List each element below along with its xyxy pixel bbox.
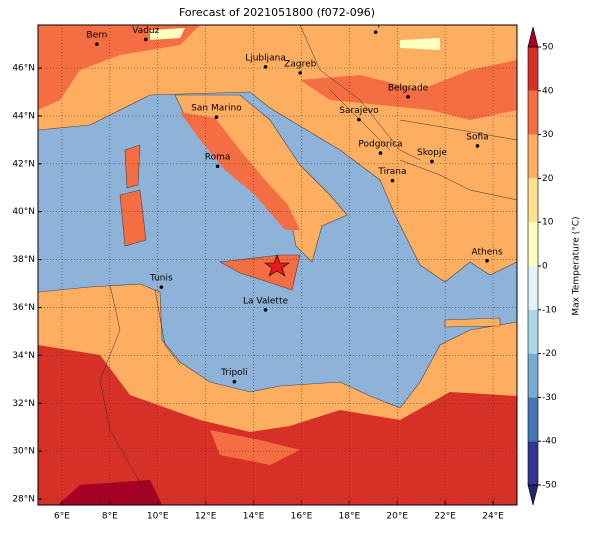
city-dot (406, 95, 410, 99)
city-label: Bern (86, 31, 107, 41)
x-tick-label: 20°E (386, 512, 408, 522)
map-title: Forecast of 2021051800 (f072-096) (179, 6, 375, 19)
city-dot (390, 178, 395, 183)
x-tick-label: 24°E (482, 512, 504, 522)
city-label: Belgrade (388, 83, 429, 93)
colorbar-over (527, 26, 539, 48)
x-tick-label: 14°E (243, 512, 265, 522)
city-label: Ljubljana (245, 53, 286, 63)
city-label: Roma (205, 153, 231, 163)
city-label: Zagreb (284, 59, 316, 69)
x-tick-label: 18°E (339, 512, 361, 522)
city-dot (378, 151, 383, 155)
warm-area (210, 430, 300, 465)
city-dot (263, 65, 268, 69)
city-dot (373, 30, 378, 34)
colorbar-bin (528, 47, 538, 91)
x-tick-label: 10°E (147, 512, 169, 522)
colorbar-tick-label: -20 (542, 349, 557, 359)
sardinia (119, 189, 147, 247)
colorbar-bin (528, 222, 538, 266)
y-tick-label: 44°N (12, 111, 35, 121)
y-tick-label: 38°N (12, 255, 35, 265)
colorbar-tick-label: -40 (542, 437, 557, 447)
warm-area (38, 25, 200, 110)
y-tick-label: 46°N (12, 64, 35, 74)
colorbar-bin (528, 178, 538, 223)
colorbar-bin (528, 397, 538, 442)
city-label: Skopje (417, 148, 447, 158)
border (99, 25, 517, 501)
city-dot (214, 115, 219, 119)
x-tick-label: 6°E (54, 512, 70, 522)
x-tick-label: 12°E (195, 512, 217, 522)
colorbar-bin (528, 353, 538, 398)
corsica (124, 144, 141, 189)
city-label: Sarajevo (339, 106, 379, 116)
y-tick-label: 36°N (12, 303, 35, 313)
colorbar-label: Max Temperature (°C) (572, 216, 582, 315)
city-label: La Valette (243, 296, 288, 306)
colorbar-tick-label: 40 (542, 86, 554, 96)
city-label: Athens (471, 247, 502, 257)
colorbar-bin (528, 134, 538, 179)
city-label: Tirana (377, 167, 406, 177)
y-tick-label: 30°N (12, 447, 35, 457)
star-marker (264, 254, 290, 277)
colorbar-under (527, 484, 539, 506)
y-tick-label: 34°N (12, 351, 35, 361)
colorbar-tick-label: 0 (542, 262, 548, 272)
city-dot (159, 285, 164, 289)
colorbar-tick-label: 20 (542, 174, 554, 184)
colorbar-tick-label: 30 (542, 130, 554, 140)
city-dot (430, 159, 434, 164)
city-dot (143, 37, 148, 42)
y-tick-label: 32°N (12, 399, 35, 409)
colorbar-tick-label: 50 (542, 43, 554, 53)
very-hot-area (58, 480, 162, 505)
colorbar-tick-label: -10 (542, 305, 557, 315)
city-dot (215, 164, 220, 169)
colorbar-tick-label: -30 (542, 393, 557, 403)
city-label: San Marino (191, 104, 242, 114)
city-dot (232, 379, 237, 384)
city-label: Tunis (149, 274, 173, 284)
city-dot (485, 259, 489, 263)
city-label: Budapest (354, 19, 397, 29)
city-dot (263, 308, 268, 312)
colorbar-bin (528, 441, 538, 485)
map-frame (37, 24, 518, 506)
city-dot (475, 144, 480, 148)
city-label: Tripoli (220, 368, 248, 378)
x-tick-label: 8°E (102, 512, 118, 522)
colorbar-bin (528, 266, 538, 310)
x-tick-label: 22°E (434, 512, 456, 522)
crete (444, 317, 501, 328)
hot-area (38, 345, 517, 505)
warm-area (300, 60, 517, 120)
colorbar-tick-label: 10 (542, 218, 554, 228)
colorbar-tick-label: -50 (542, 481, 557, 491)
city-dot (357, 117, 361, 122)
y-tick-label: 28°N (12, 495, 35, 505)
warm-area (180, 112, 300, 230)
city-dot (298, 71, 303, 75)
x-tick-label: 16°E (291, 512, 313, 522)
city-label: Vaduz (132, 26, 159, 36)
y-tick-label: 42°N (12, 159, 35, 169)
colorbar-bin (528, 309, 538, 354)
city-dot (95, 42, 99, 46)
city-label: Podgorica (358, 140, 402, 150)
city-label: Sofia (466, 132, 488, 142)
colorbar-bin (528, 90, 538, 135)
cool-area (150, 28, 440, 50)
y-tick-label: 40°N (12, 207, 35, 217)
